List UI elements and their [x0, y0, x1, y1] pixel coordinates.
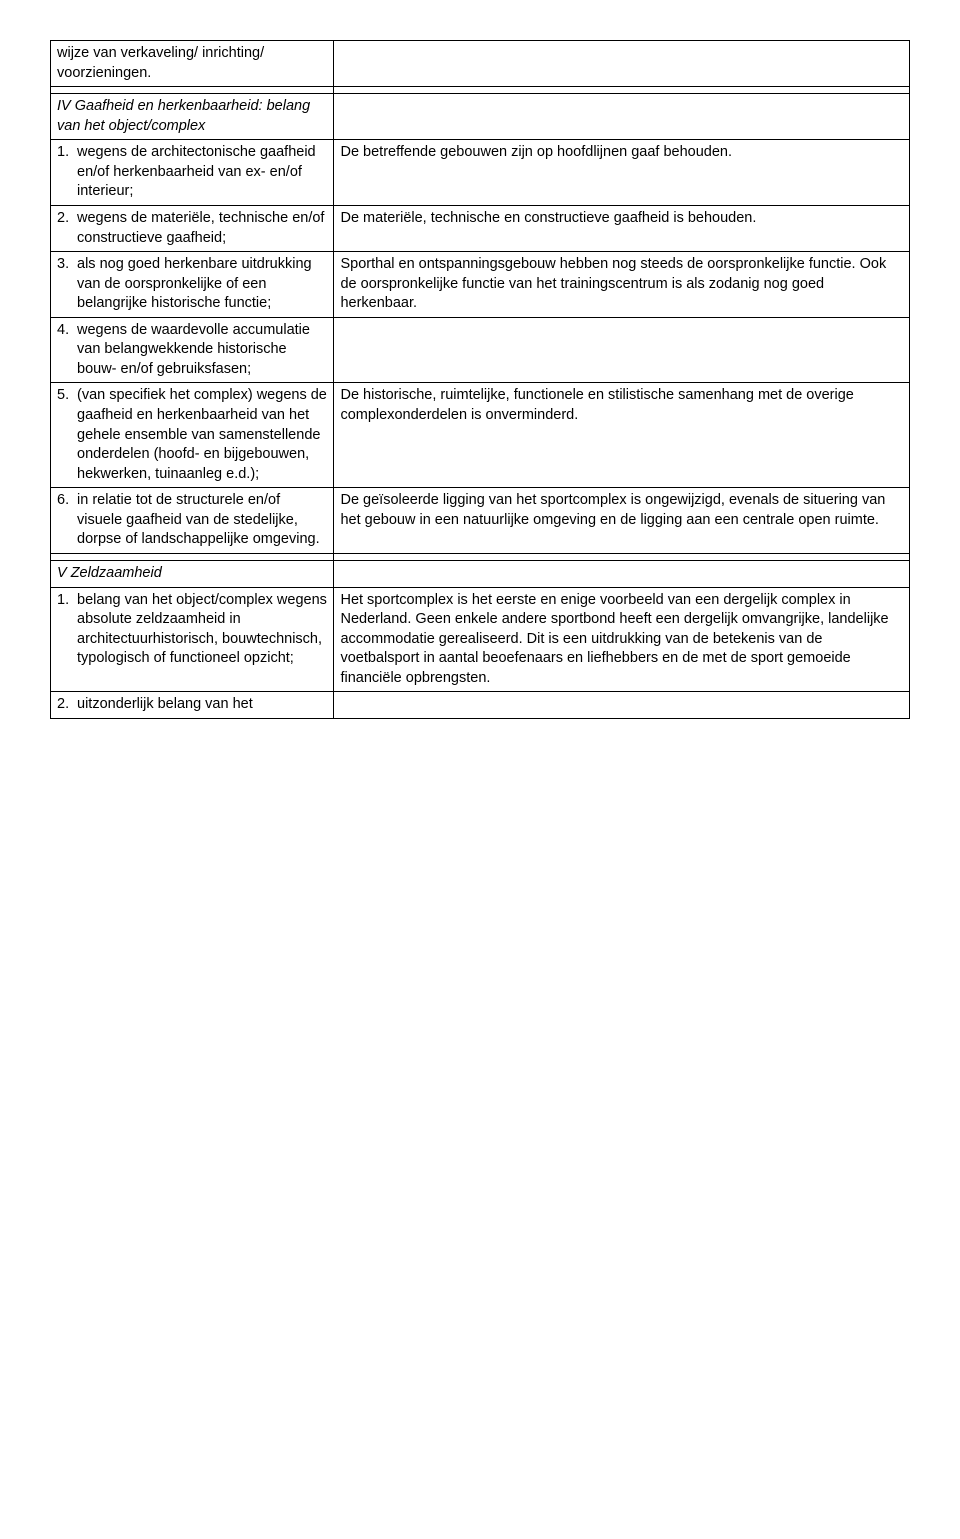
table-row: V Zeldzaamheid [51, 560, 910, 587]
table-row [51, 553, 910, 560]
table-row: IV Gaafheid en herkenbaarheid: belang va… [51, 94, 910, 140]
criterion-cell: 3.als nog goed herkenbare uitdrukking va… [51, 252, 334, 318]
criterion-number: 1. [57, 143, 77, 202]
criterion-cell: 4.wegens de waardevolle accumulatie van … [51, 317, 334, 383]
criterion-cell: IV Gaafheid en herkenbaarheid: belang va… [51, 94, 334, 140]
table-row: 1.wegens de architectonische gaafheid en… [51, 140, 910, 206]
table-row: 5.(van specifiek het complex) wegens de … [51, 383, 910, 488]
table-row: 2.wegens de materiële, technische en/of … [51, 205, 910, 251]
criterion-number: 5. [57, 386, 77, 484]
criterion-text: belang van het object/complex wegens abs… [77, 591, 327, 669]
section-heading: V Zeldzaamheid [57, 565, 162, 581]
criterion-cell: 2.uitzonderlijk belang van het [51, 692, 334, 719]
description-text: De betreffende gebouwen zijn op hoofdlij… [340, 144, 732, 160]
criterion-text: wijze van verkaveling/ inrichting/ voorz… [57, 45, 264, 81]
table-row: 6.in relatie tot de structurele en/of vi… [51, 488, 910, 554]
criterion-cell: wijze van verkaveling/ inrichting/ voorz… [51, 41, 334, 87]
criterion-text: wegens de materiële, technische en/of co… [77, 209, 327, 248]
criterion-text: uitzonderlijk belang van het [77, 695, 327, 715]
table-row: 1.belang van het object/complex wegens a… [51, 587, 910, 692]
criterion-number: 4. [57, 321, 77, 380]
description-cell: De historische, ruimtelijke, functionele… [334, 383, 910, 488]
table-row: 2.uitzonderlijk belang van het [51, 692, 910, 719]
description-text: De materiële, technische en constructiev… [340, 210, 756, 226]
criteria-table: wijze van verkaveling/ inrichting/ voorz… [50, 40, 910, 719]
table-row: 4.wegens de waardevolle accumulatie van … [51, 317, 910, 383]
criterion-number: 2. [57, 695, 77, 715]
criterion-number: 1. [57, 591, 77, 669]
criterion-cell: V Zeldzaamheid [51, 560, 334, 587]
spacer-cell [51, 553, 334, 560]
criterion-number: 2. [57, 209, 77, 248]
description-cell: Sporthal en ontspanningsgebouw hebben no… [334, 252, 910, 318]
criterion-cell: 1.belang van het object/complex wegens a… [51, 587, 334, 692]
criterion-cell: 5.(van specifiek het complex) wegens de … [51, 383, 334, 488]
section-heading: IV Gaafheid en herkenbaarheid: belang va… [57, 98, 310, 134]
criterion-text: wegens de architectonische gaafheid en/o… [77, 143, 327, 202]
criterion-text: (van specifiek het complex) wegens de ga… [77, 386, 327, 484]
description-cell [334, 317, 910, 383]
criterion-cell: 1.wegens de architectonische gaafheid en… [51, 140, 334, 206]
criterion-number: 3. [57, 255, 77, 314]
criterion-cell: 2.wegens de materiële, technische en/of … [51, 205, 334, 251]
description-cell: De materiële, technische en constructiev… [334, 205, 910, 251]
criterion-number: 6. [57, 491, 77, 550]
spacer-cell [51, 87, 334, 94]
spacer-cell [334, 87, 910, 94]
description-cell [334, 41, 910, 87]
description-text: Sporthal en ontspanningsgebouw hebben no… [340, 256, 886, 311]
description-text: De historische, ruimtelijke, functionele… [340, 387, 853, 423]
description-text: Het sportcomplex is het eerste en enige … [340, 592, 888, 686]
description-cell: Het sportcomplex is het eerste en enige … [334, 587, 910, 692]
spacer-cell [334, 553, 910, 560]
table-row: 3.als nog goed herkenbare uitdrukking va… [51, 252, 910, 318]
table-row [51, 87, 910, 94]
description-cell [334, 692, 910, 719]
description-cell: De geïsoleerde ligging van het sportcomp… [334, 488, 910, 554]
criterion-text: in relatie tot de structurele en/of visu… [77, 491, 327, 550]
criterion-cell: 6.in relatie tot de structurele en/of vi… [51, 488, 334, 554]
description-text: De geïsoleerde ligging van het sportcomp… [340, 492, 885, 528]
table-row: wijze van verkaveling/ inrichting/ voorz… [51, 41, 910, 87]
description-cell: De betreffende gebouwen zijn op hoofdlij… [334, 140, 910, 206]
description-cell [334, 94, 910, 140]
description-cell [334, 560, 910, 587]
criterion-text: wegens de waardevolle accumulatie van be… [77, 321, 327, 380]
criterion-text: als nog goed herkenbare uitdrukking van … [77, 255, 327, 314]
